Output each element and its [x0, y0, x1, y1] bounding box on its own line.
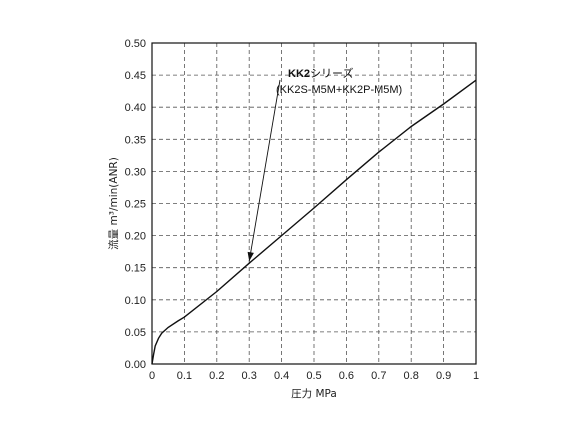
x-axis-title: 圧力 MPa — [291, 387, 337, 400]
y-axis-title: 流量 m³/min(ANR) — [107, 157, 120, 250]
x-tick-label: 0.9 — [436, 370, 451, 382]
y-tick-label: 0.40 — [125, 102, 146, 114]
y-tick-label: 0.10 — [125, 295, 146, 307]
x-tick-label: 0.5 — [306, 370, 321, 382]
y-tick-label: 0.35 — [125, 134, 146, 146]
y-tick-label: 0.05 — [125, 327, 146, 339]
x-tick-label: 0.7 — [371, 370, 386, 382]
x-tick-label: 0.8 — [404, 370, 419, 382]
y-tick-label: 0.00 — [125, 359, 146, 371]
series-line-kk2 — [151, 79, 477, 365]
annotation-leader-line — [248, 79, 281, 262]
y-tick-label: 0.50 — [125, 38, 146, 50]
grid-lines — [152, 43, 476, 364]
annotation-arrowhead — [247, 251, 254, 262]
x-tick-labels: 0 0.1 0.2 0.3 0.4 0.5 0.6 0.7 0.8 0.9 1 — [149, 370, 479, 382]
plot-frame — [151, 42, 477, 365]
x-tick-label: 0.3 — [242, 370, 257, 382]
x-tick-label: 0 — [149, 370, 155, 382]
y-tick-label: 0.25 — [125, 199, 146, 211]
x-tick-label: 0.4 — [274, 370, 289, 382]
y-tick-label: 0.20 — [125, 231, 146, 243]
y-tick-labels: 0.00 0.05 0.10 0.15 0.20 0.25 0.30 0.35 0.40 0.45… — [125, 38, 146, 371]
x-tick-label: 0.6 — [339, 370, 354, 382]
annotation-series-suffix: シリーズ — [310, 66, 353, 80]
annotation-model-code: (KK2S-M5M+KK2P-M5M) — [276, 84, 402, 96]
x-tick-label: 1 — [473, 370, 479, 382]
x-tick-label: 0.2 — [209, 370, 224, 382]
annotation-series-bold: KK2 — [288, 68, 310, 80]
x-tick-label: 0.1 — [177, 370, 192, 382]
y-tick-label: 0.45 — [125, 70, 146, 82]
y-tick-label: 0.30 — [125, 166, 146, 178]
annotation-series-name: KK2シリーズ — [288, 66, 353, 80]
y-tick-label: 0.15 — [125, 263, 146, 275]
